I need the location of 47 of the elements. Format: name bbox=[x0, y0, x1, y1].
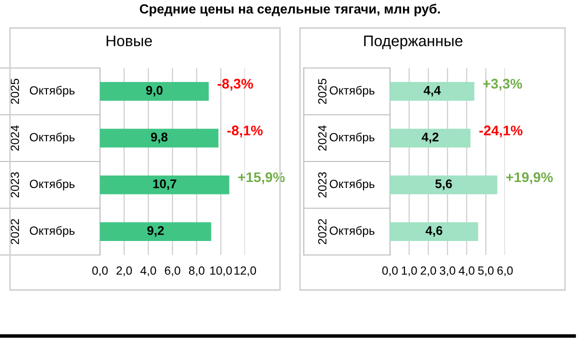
data-label: 4,6 bbox=[426, 226, 442, 237]
x-tick-label: 1,0 bbox=[402, 266, 417, 276]
bar bbox=[100, 176, 230, 194]
x-tick-label: 10,0 bbox=[210, 266, 232, 276]
x-tick-label: 4,0 bbox=[458, 266, 474, 276]
y-tick-label: 2024 Октябрь bbox=[318, 125, 374, 151]
y-tick-label: 2024 Октябрь bbox=[10, 125, 75, 151]
data-label: 10,7 bbox=[153, 179, 176, 190]
annotation: +15,9% bbox=[238, 172, 285, 184]
annotation: -8,1% bbox=[227, 126, 263, 138]
x-tick-label: 4,0 bbox=[140, 266, 156, 276]
bar bbox=[390, 222, 478, 241]
annotation: +19,9% bbox=[506, 172, 553, 184]
chart-title: Новые bbox=[106, 36, 152, 46]
x-tick-label: 6,0 bbox=[497, 266, 513, 276]
bar bbox=[100, 128, 218, 148]
annotation: -8,3% bbox=[218, 78, 253, 91]
x-tick-label: 0,0 bbox=[382, 266, 398, 276]
x-tick-label: 0,0 bbox=[92, 266, 108, 276]
bar bbox=[390, 82, 474, 101]
y-tick-label: 2025 Октябрь bbox=[10, 78, 75, 104]
data-label: 5,6 bbox=[435, 179, 452, 190]
x-tick-label: 3,0 bbox=[440, 266, 456, 276]
x-tick-label: 5,0 bbox=[478, 266, 494, 276]
bar bbox=[390, 128, 470, 148]
x-tick-label: 6,0 bbox=[164, 266, 180, 276]
chart-title: Подержанные bbox=[364, 36, 462, 50]
bar bbox=[390, 176, 498, 194]
bar bbox=[100, 222, 212, 241]
x-tick-label: 2,0 bbox=[420, 266, 436, 276]
text: Средние цены на седельные тягачи, млн руб. bbox=[140, 4, 440, 16]
y-tick-label: 2025 Октябрь bbox=[318, 78, 374, 104]
annotation: +3,3% bbox=[483, 78, 522, 91]
annotation: -24,1% bbox=[479, 126, 522, 138]
y-tick-label: 2023 Октябрь bbox=[318, 172, 374, 198]
data-label: 9,0 bbox=[146, 86, 163, 97]
y-tick-label: 2022 Октябрь bbox=[10, 219, 75, 244]
x-tick-label: 12,0 bbox=[234, 266, 256, 276]
y-tick-label: 2023 Октябрь bbox=[10, 172, 75, 198]
data-label: 4,4 bbox=[424, 86, 441, 97]
data-label: 9,2 bbox=[147, 226, 164, 237]
bar bbox=[100, 82, 209, 101]
data-label: 4,2 bbox=[422, 132, 438, 144]
x-tick-label: 8,0 bbox=[188, 266, 204, 276]
y-tick-label: 2022 Октябрь bbox=[318, 219, 374, 244]
x-tick-label: 2,0 bbox=[116, 266, 132, 276]
data-label: 9,8 bbox=[150, 132, 168, 144]
